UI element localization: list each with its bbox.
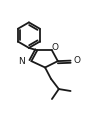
Text: N: N <box>18 57 25 66</box>
Text: O: O <box>74 56 81 65</box>
Text: O: O <box>51 43 58 52</box>
